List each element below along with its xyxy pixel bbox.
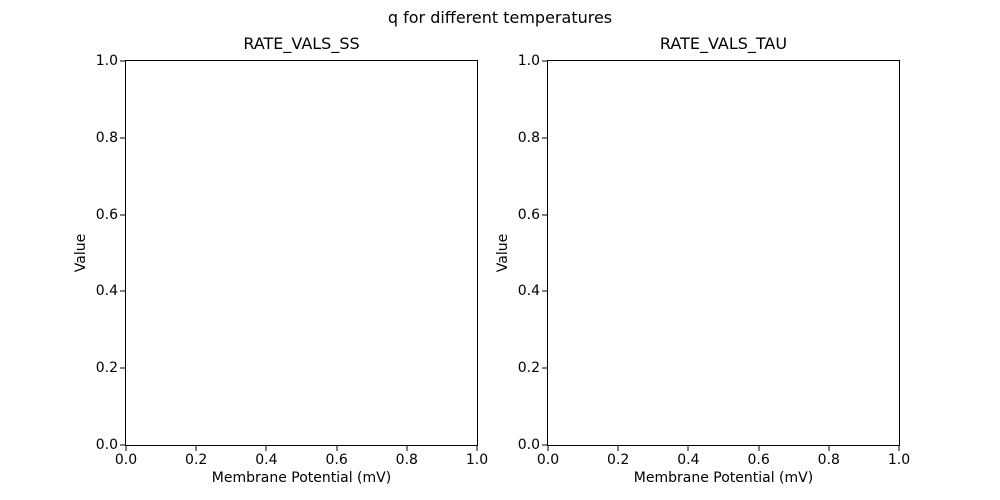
subplot-rate-vals-tau: RATE_VALS_TAU Membrane Potential (mV) Va… — [495, 34, 910, 486]
y-tick-mark — [542, 214, 547, 216]
y-tick-label: 1.0 — [95, 53, 118, 69]
y-tick-mark — [542, 444, 547, 446]
x-tick-mark — [336, 446, 338, 451]
x-tick-mark — [898, 446, 900, 451]
y-tick-mark — [120, 60, 125, 62]
y-tick-mark — [542, 367, 547, 369]
x-tick-mark — [828, 446, 830, 451]
x-tick-label: 0.6 — [325, 452, 348, 468]
x-tick-mark — [195, 446, 197, 451]
x-tick-mark — [476, 446, 478, 451]
y-tick-mark — [120, 137, 125, 139]
y-tick-mark — [120, 290, 125, 292]
y-tick-mark — [542, 290, 547, 292]
figure-suptitle: q for different temperatures — [387, 8, 613, 27]
subplot-title: RATE_VALS_TAU — [659, 34, 788, 53]
x-tick-mark — [758, 446, 760, 451]
x-tick-label: 1.0 — [465, 452, 489, 468]
x-axis-label: Membrane Potential (mV) — [211, 470, 392, 486]
x-tick-label: 0.2 — [607, 452, 630, 468]
x-tick-label: 0.2 — [185, 452, 208, 468]
y-tick-label: 0.2 — [517, 360, 540, 377]
y-tick-label: 0.8 — [517, 129, 540, 146]
subplot-rate-vals-ss: RATE_VALS_SS Membrane Potential (mV) Val… — [73, 34, 488, 486]
y-tick-label: 0.6 — [95, 206, 118, 223]
y-tick-label: 0.2 — [95, 360, 118, 377]
x-tick-label: 0.4 — [677, 452, 700, 468]
x-tick-label: 0.4 — [255, 452, 278, 468]
x-tick-mark — [687, 446, 689, 451]
x-tick-mark — [406, 446, 408, 451]
x-tick-label: 1.0 — [887, 452, 911, 468]
subplot-title: RATE_VALS_SS — [243, 34, 360, 53]
y-tick-label: 0.6 — [517, 206, 540, 223]
y-axis-label: Value — [73, 233, 89, 273]
y-tick-label: 0.8 — [95, 129, 118, 146]
y-tick-mark — [542, 60, 547, 62]
x-axis-label: Membrane Potential (mV) — [633, 470, 814, 486]
y-axis-label: Value — [495, 233, 511, 273]
y-tick-label: 0.4 — [517, 283, 540, 300]
y-tick-label: 0.4 — [95, 283, 118, 300]
x-tick-mark — [265, 446, 267, 451]
y-tick-mark — [542, 137, 547, 139]
x-tick-mark — [547, 446, 549, 451]
y-tick-mark — [120, 367, 125, 369]
y-tick-label: 0.0 — [517, 437, 540, 453]
y-tick-label: 0.0 — [95, 437, 118, 453]
y-tick-mark — [120, 444, 125, 446]
y-tick-label: 1.0 — [517, 53, 540, 69]
x-tick-mark — [617, 446, 619, 451]
x-tick-label: 0.8 — [817, 452, 840, 468]
x-tick-label: 0.8 — [395, 452, 418, 468]
x-tick-label: 0.0 — [114, 452, 138, 468]
x-tick-mark — [125, 446, 127, 451]
x-tick-label: 0.0 — [536, 452, 560, 468]
y-tick-mark — [120, 214, 125, 216]
x-tick-label: 0.6 — [747, 452, 770, 468]
